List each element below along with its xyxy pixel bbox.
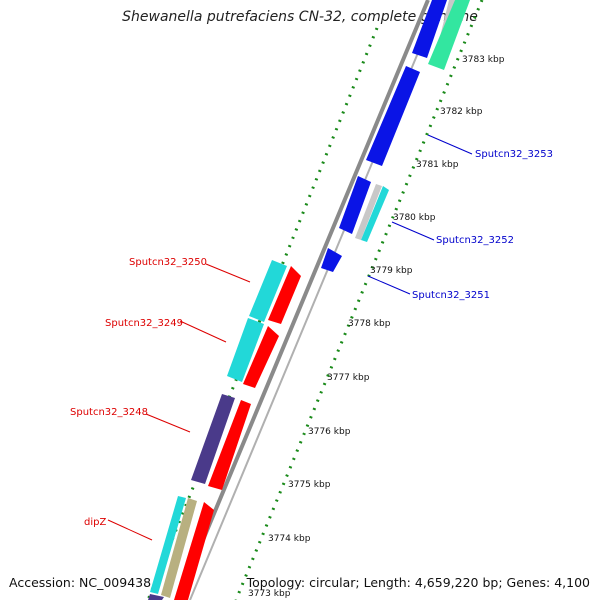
- gene-dipz-khaki[interactable]: [161, 498, 197, 598]
- label-sputcn32-3249[interactable]: Sputcn32_3249: [105, 318, 183, 329]
- gene-sputcn32-3253-blue[interactable]: [366, 66, 420, 166]
- label-sputcn32-3253[interactable]: Sputcn32_3253: [475, 149, 553, 160]
- gene-sputcn32-3252-cyan[interactable]: [361, 186, 389, 242]
- leader-dipz: [107, 519, 153, 541]
- tick-label-3783: 3783 kbp: [462, 55, 505, 65]
- leader-sputcn32-3248: [145, 413, 191, 433]
- leader-sputcn32-3251: [367, 275, 411, 295]
- gene-sputcn32-3250-cyan[interactable]: [249, 260, 287, 322]
- label-sputcn32-3250[interactable]: Sputcn32_3250: [129, 257, 207, 268]
- leader-sputcn32-3252: [391, 221, 435, 241]
- gene-sputcn32-3252-blue[interactable]: [339, 176, 371, 234]
- tick-label-3779: 3779 kbp: [370, 266, 413, 276]
- gene-top-blue-1[interactable]: [412, 0, 447, 58]
- inner-ruler-dotted-line: [234, 0, 484, 600]
- tick-label-3778: 3778 kbp: [348, 319, 391, 329]
- gene-dipz-red[interactable]: [174, 502, 214, 600]
- gene-sputcn32-3252-gray[interactable]: [355, 184, 382, 240]
- gene-sputcn32-3251-blue[interactable]: [321, 248, 342, 272]
- gene-sputcn32-3249-cyan[interactable]: [227, 318, 264, 382]
- gene-partial-purple[interactable]: [148, 594, 164, 600]
- tick-label-3774: 3774 kbp: [268, 534, 311, 544]
- tick-label-3780: 3780 kbp: [393, 213, 436, 223]
- label-sputcn32-3248[interactable]: Sputcn32_3248: [70, 407, 148, 418]
- label-dipz[interactable]: dipZ: [84, 517, 106, 528]
- leader-sputcn32-3250: [205, 263, 251, 283]
- topology-summary-text: Topology: circular; Length: 4,659,220 bp…: [246, 575, 590, 590]
- gene-sputcn32-3250-red[interactable]: [268, 266, 301, 324]
- gene-sputcn32-3248-red[interactable]: [208, 400, 251, 490]
- leader-sputcn32-3253: [427, 134, 473, 155]
- leader-sputcn32-3249: [179, 320, 227, 343]
- label-sputcn32-3251[interactable]: Sputcn32_3251: [412, 290, 490, 301]
- tick-label-3776: 3776 kbp: [308, 427, 351, 437]
- backbone-outer-line: [176, 0, 430, 600]
- gene-top-teal[interactable]: [428, 0, 470, 70]
- tick-label-3781: 3781 kbp: [416, 160, 459, 170]
- label-sputcn32-3252[interactable]: Sputcn32_3252: [436, 235, 514, 246]
- map-title: Shewanella putrefaciens CN-32, complete …: [122, 9, 478, 25]
- gene-sputcn32-3249-red[interactable]: [243, 326, 279, 388]
- tick-label-3782: 3782 kbp: [440, 107, 483, 117]
- tick-label-3773: 3773 kbp: [248, 589, 291, 599]
- tick-label-3775: 3775 kbp: [288, 480, 331, 490]
- tick-label-3777: 3777 kbp: [327, 373, 370, 383]
- accession-text: Accession: NC_009438: [9, 575, 152, 590]
- gene-sputcn32-3248-purple[interactable]: [191, 394, 235, 484]
- gene-dipz-cyan[interactable]: [150, 496, 186, 594]
